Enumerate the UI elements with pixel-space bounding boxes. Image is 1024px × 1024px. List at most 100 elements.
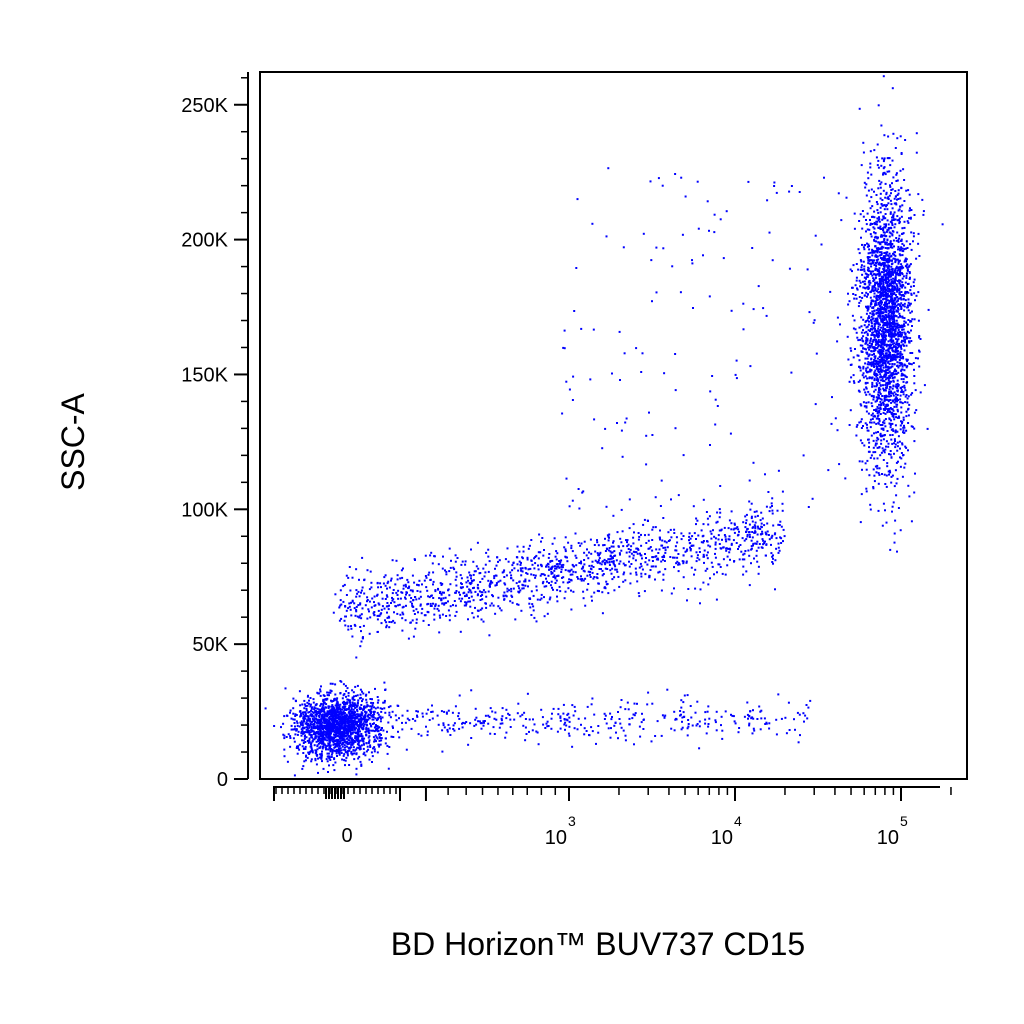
data-point: [856, 288, 859, 291]
data-point: [315, 731, 318, 733]
data-point: [346, 701, 349, 704]
data-point: [870, 343, 873, 346]
data-point: [882, 282, 885, 285]
data-point: [899, 197, 902, 200]
data-point: [353, 725, 356, 728]
data-point: [902, 336, 905, 339]
data-point: [661, 539, 664, 542]
data-point: [313, 732, 316, 735]
data-point: [342, 585, 345, 588]
data-point: [597, 559, 600, 562]
data-point: [862, 340, 865, 343]
data-point: [309, 722, 312, 725]
data-point: [867, 450, 870, 453]
data-point: [333, 715, 336, 718]
data-point: [335, 731, 338, 734]
data-point: [383, 707, 386, 710]
data-point: [896, 269, 899, 272]
data-point: [885, 296, 888, 299]
data-point: [349, 741, 352, 744]
data-point: [913, 427, 916, 430]
data-point: [890, 438, 893, 441]
data-point: [882, 411, 885, 414]
data-point: [336, 717, 339, 720]
data-point: [893, 318, 895, 321]
data-point: [885, 354, 888, 357]
data-point: [889, 255, 892, 258]
data-point: [897, 272, 900, 275]
data-point: [882, 459, 885, 461]
data-point: [900, 346, 902, 349]
data-point: [896, 258, 899, 261]
data-point: [884, 364, 887, 367]
data-point: [325, 758, 328, 761]
data-point: [330, 730, 333, 733]
data-point: [872, 339, 875, 341]
data-point: [368, 717, 371, 720]
data-point: [865, 401, 868, 404]
data-point: [894, 268, 897, 271]
data-point: [306, 739, 309, 742]
data-point: [915, 132, 918, 135]
data-point: [489, 604, 492, 607]
data-point: [854, 348, 856, 350]
data-point: [890, 392, 893, 395]
data-point: [893, 342, 896, 345]
data-point: [361, 700, 363, 703]
data-point: [877, 357, 879, 360]
data-point: [340, 722, 343, 725]
data-point: [869, 281, 872, 284]
data-point: [891, 307, 894, 310]
data-point: [368, 758, 371, 761]
data-point: [894, 259, 897, 262]
data-point: [905, 394, 908, 396]
data-point: [554, 555, 557, 558]
data-point: [300, 723, 302, 726]
data-point: [883, 380, 886, 383]
data-point: [897, 366, 900, 369]
data-point: [913, 214, 916, 216]
data-point: [707, 544, 710, 547]
data-point: [388, 714, 391, 717]
data-point: [612, 560, 615, 563]
data-point: [865, 348, 867, 351]
data-point: [293, 728, 296, 731]
data-point: [862, 151, 865, 154]
data-point: [873, 325, 876, 328]
data-point: [859, 379, 861, 382]
data-point: [877, 482, 880, 485]
data-point: [368, 610, 370, 613]
data-point: [308, 733, 311, 736]
data-point: [484, 602, 487, 605]
data-point: [302, 727, 305, 730]
data-point: [897, 239, 900, 242]
data-point: [664, 549, 667, 552]
data-point: [862, 367, 865, 370]
data-point: [888, 408, 891, 411]
data-point: [852, 380, 855, 383]
data-point: [603, 558, 606, 561]
data-point: [897, 274, 900, 277]
data-point: [680, 532, 683, 535]
data-point: [884, 448, 887, 451]
data-point: [347, 742, 350, 745]
data-point: [868, 344, 871, 347]
data-point: [872, 249, 874, 252]
data-point: [885, 270, 888, 273]
data-point: [870, 325, 873, 328]
data-point: [868, 320, 870, 323]
data-point: [319, 690, 322, 693]
data-point: [880, 341, 883, 344]
data-point: [387, 706, 390, 709]
data-point: [377, 609, 380, 612]
data-point: [899, 270, 901, 273]
data-point: [626, 541, 628, 544]
data-point: [331, 713, 334, 716]
data-point: [886, 411, 889, 414]
data-point: [887, 371, 890, 374]
data-point: [608, 536, 610, 539]
data-point: [886, 276, 889, 279]
data-point: [868, 248, 871, 251]
data-point: [871, 287, 874, 290]
data-point: [450, 559, 452, 562]
